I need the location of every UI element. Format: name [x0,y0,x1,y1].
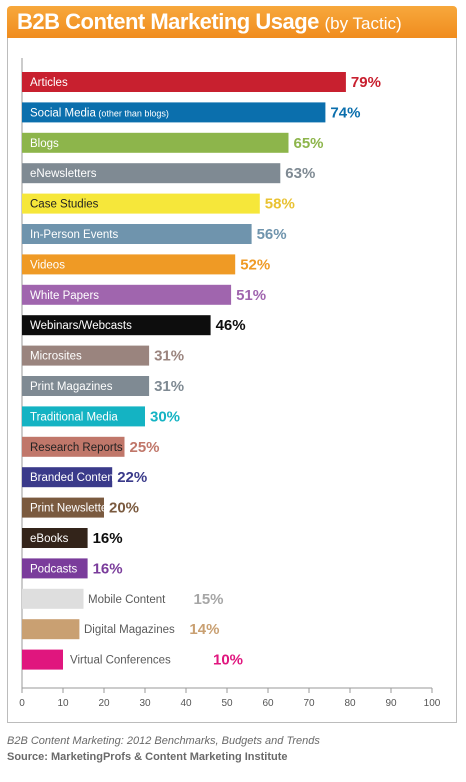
bar [22,132,289,153]
value-label: 15% [194,591,224,608]
bar-label: Digital Magazines [84,624,175,636]
value-label: 22% [117,469,147,486]
x-tick-label: 70 [303,698,315,709]
value-label: 52% [240,256,270,273]
x-tick-label: 0 [19,698,25,709]
bar [22,619,80,640]
value-label: 31% [154,378,184,395]
value-label: 58% [265,196,295,213]
value-label: 63% [285,165,315,182]
x-tick-label: 30 [139,698,151,709]
bar-label: Articles [30,77,68,89]
chart-title: B2B Content Marketing Usage (by Tactic) [17,9,402,35]
bar-label: Webinars/Webcasts [30,320,132,332]
bar-label: Podcasts [30,563,78,575]
value-label: 65% [294,135,324,152]
bar [22,528,88,548]
x-tick-label: 60 [262,698,274,709]
source-attribution: Source: MarketingProfs & Content Marketi… [7,751,288,763]
bar-label: White Papers [30,290,99,302]
value-label: 30% [150,408,180,425]
value-label: 79% [351,74,381,91]
bar [22,72,346,92]
bar [22,376,150,396]
bar [22,254,236,275]
value-label: 16% [93,530,123,547]
bar [22,467,113,488]
value-label: 14% [189,621,219,638]
value-label: 51% [236,287,266,304]
bar-label: Research Reports [30,442,123,454]
bar-label: Blogs [30,138,59,150]
source-report-title: B2B Content Marketing: 2012 Benchmarks, … [7,735,320,747]
x-tick-label: 100 [424,698,441,709]
bar [22,436,125,457]
bar [22,497,104,518]
bar [22,345,150,366]
value-label: 10% [213,652,243,669]
bar-label: eBooks [30,533,69,545]
x-tick-label: 90 [385,698,397,709]
bar-label: Virtual Conferences [70,655,171,667]
bar-label: Traditional Media [30,411,118,423]
bar-label: eNewsletters [30,168,97,180]
value-label: 46% [216,317,246,334]
bar-label: In-Person Events [30,229,118,241]
bar-label: Case Studies [30,199,99,211]
bar-label: Social Media (other than blogs) [30,107,169,119]
bar [22,224,252,244]
bar-chart: 0 10 20 30 40 50 60 70 80 90 100 Articles 79% Social … [19,58,441,709]
value-label: 25% [130,439,160,456]
bar [22,649,63,670]
x-tick-label: 40 [180,698,192,709]
bar-label: Microsites [30,351,82,363]
bar-label: Print Newsletters [30,503,117,515]
bar [22,102,326,123]
chart-subtitle: (by Tactic) [324,14,402,33]
value-label: 16% [93,560,123,577]
bar-label: Branded Content Tools [30,472,147,484]
value-label: 31% [154,348,184,365]
value-label: 74% [330,104,360,121]
bar-label: Videos [30,259,65,271]
bar [22,193,260,214]
bar-label: Mobile Content [88,594,166,606]
bar [22,406,145,427]
x-tick-label: 80 [344,698,356,709]
bar-label: Print Magazines [30,381,113,393]
bar [22,163,281,184]
bar [22,284,232,305]
bar [22,558,88,579]
bar [22,315,211,336]
x-tick-label: 10 [57,698,69,709]
x-tick-label: 20 [98,698,110,709]
value-label: 56% [257,226,287,243]
x-tick-label: 50 [221,698,233,709]
bar-label-note: (other than blogs) [96,108,169,118]
chart-header: B2B Content Marketing Usage (by Tactic) [7,6,457,38]
value-label: 20% [109,500,139,517]
chart-title-main: B2B Content Marketing Usage [17,9,319,34]
bar [22,588,84,609]
